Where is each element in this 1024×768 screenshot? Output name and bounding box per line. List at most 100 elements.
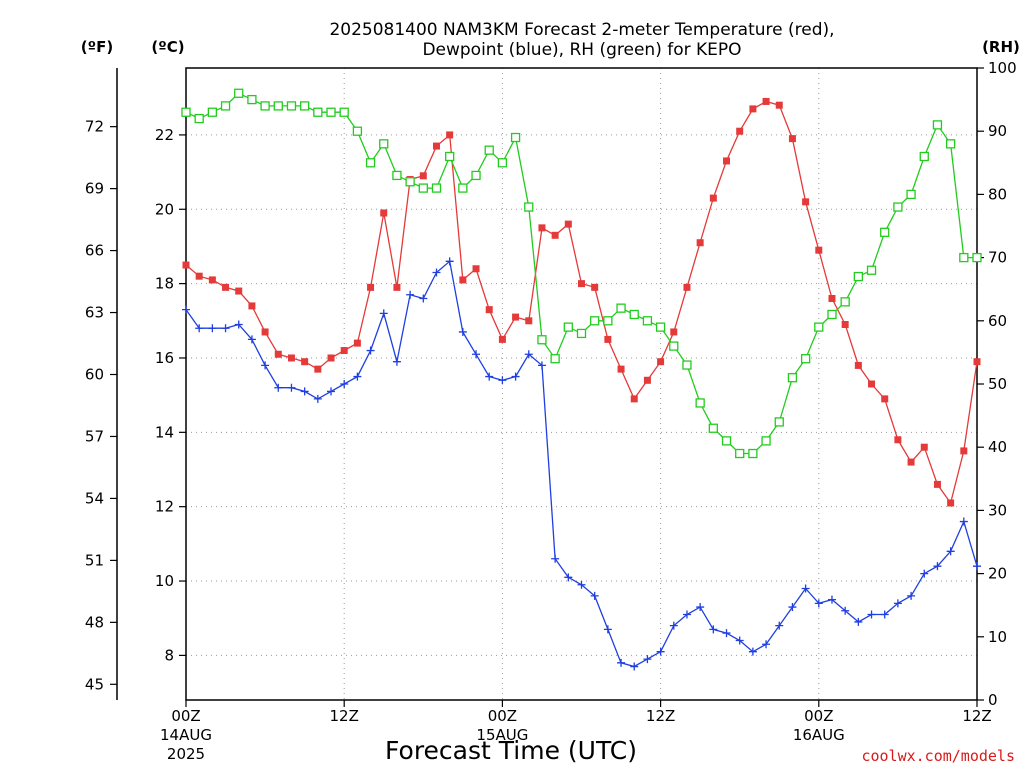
x-date-label: 14AUG	[160, 726, 212, 744]
dewpoint-point	[867, 610, 876, 619]
dewpoint-point	[485, 372, 494, 381]
dewpoint-point	[973, 562, 981, 571]
temperature-point	[498, 335, 506, 343]
dewpoint-point	[959, 517, 968, 526]
rh-point	[800, 354, 811, 364]
temperature-point	[947, 499, 955, 507]
credit-label: coolwx.com/models	[861, 747, 1015, 765]
dewpoint-point	[498, 376, 507, 385]
temperature-point	[287, 354, 295, 362]
rh-point	[919, 151, 929, 162]
rh-point	[682, 360, 692, 370]
fahrenheit-tick-label: 57	[85, 427, 104, 445]
temperature-point	[512, 313, 520, 321]
celsius-tick-label: 22	[155, 126, 174, 144]
temperature-point	[248, 302, 256, 310]
rh-point	[273, 101, 283, 111]
temperature-point	[301, 358, 309, 366]
rh-point	[972, 252, 982, 263]
dewpoint-point	[603, 625, 612, 634]
dewpoint-point	[406, 290, 415, 299]
rh-point	[853, 271, 863, 282]
chart-title-line-2: Dewpoint (blue), RH (green) for KEPO	[422, 40, 741, 60]
dewpoint-point	[801, 584, 810, 593]
x-year-label: 2025	[167, 745, 205, 763]
dewpoint-point	[920, 569, 929, 578]
dewpoint-point	[722, 629, 731, 638]
temperature-point	[643, 376, 651, 384]
rh-point	[220, 101, 231, 111]
temperature-point	[907, 458, 915, 466]
temperature-point	[485, 306, 493, 314]
rh-point	[510, 132, 521, 143]
x-tick-label: 12Z	[962, 707, 991, 725]
celsius-axis-label: (ºC)	[151, 38, 184, 56]
rh-point	[695, 398, 705, 408]
rh-point	[629, 309, 639, 320]
rh-point	[563, 322, 573, 332]
dewpoint-point	[392, 357, 401, 366]
temperature-point	[274, 350, 282, 358]
x-tick-label: 00Z	[804, 707, 833, 725]
dewpoint-point	[261, 361, 270, 370]
fahrenheit-tick-label: 66	[85, 242, 104, 260]
dewpoint-point	[511, 372, 520, 381]
dewpoint-point	[696, 603, 705, 612]
temperature-point	[894, 436, 902, 444]
rh-point	[194, 113, 204, 124]
rh-axis-label: (RH)	[982, 38, 1020, 56]
rh-point	[484, 145, 494, 155]
rh-point	[313, 107, 323, 117]
dewpoint-point	[419, 294, 428, 303]
temperature-point	[235, 287, 243, 295]
temperature-point	[261, 328, 269, 336]
temperature-point	[222, 283, 230, 291]
rh-point	[537, 335, 547, 345]
rh-tick-label: 10	[988, 628, 1007, 646]
dewpoint-point	[590, 591, 599, 600]
dewpoint-point	[353, 372, 362, 381]
rh-point	[708, 423, 718, 433]
fahrenheit-tick-label: 69	[85, 180, 104, 198]
dewpoint-point	[195, 324, 204, 333]
temperature-point	[340, 347, 348, 355]
dewpoint-point	[748, 647, 757, 656]
dewpoint-point	[682, 610, 691, 619]
temperature-line	[185, 100, 978, 505]
x-tick-label: 00Z	[488, 707, 517, 725]
temperature-point	[604, 335, 612, 343]
dewpoint-point	[247, 335, 256, 344]
dewpoint-point	[788, 603, 797, 612]
temperature-point	[723, 157, 731, 165]
dewpoint-point	[814, 599, 823, 608]
rh-point	[721, 436, 732, 446]
temperature-point	[472, 265, 480, 273]
fahrenheit-tick-label: 51	[85, 551, 104, 569]
temperature-point	[182, 261, 190, 269]
series-layer	[181, 88, 982, 671]
temperature-point	[380, 209, 388, 217]
dewpoint-point	[537, 361, 546, 370]
rh-point	[774, 417, 784, 427]
temperature-point	[841, 321, 849, 329]
dewpoint-point	[340, 380, 349, 388]
rh-point	[655, 322, 666, 332]
rh-point	[576, 328, 587, 339]
temperature-point	[696, 239, 704, 247]
rh-point	[339, 107, 349, 117]
temperature-point	[920, 443, 928, 451]
rh-tick-label: 0	[988, 691, 998, 709]
dewpoint-point	[762, 640, 771, 649]
rh-point	[866, 265, 877, 275]
temperature-point	[868, 380, 876, 388]
temperature-point	[630, 395, 638, 403]
temperature-point	[828, 294, 836, 302]
temperature-point	[617, 365, 625, 373]
temperature-point	[762, 97, 770, 105]
fahrenheit-tick-label: 72	[85, 118, 104, 136]
temperature-point	[749, 105, 757, 113]
rh-point	[299, 101, 310, 111]
rh-point	[431, 183, 442, 193]
dewpoint-point	[313, 394, 322, 403]
